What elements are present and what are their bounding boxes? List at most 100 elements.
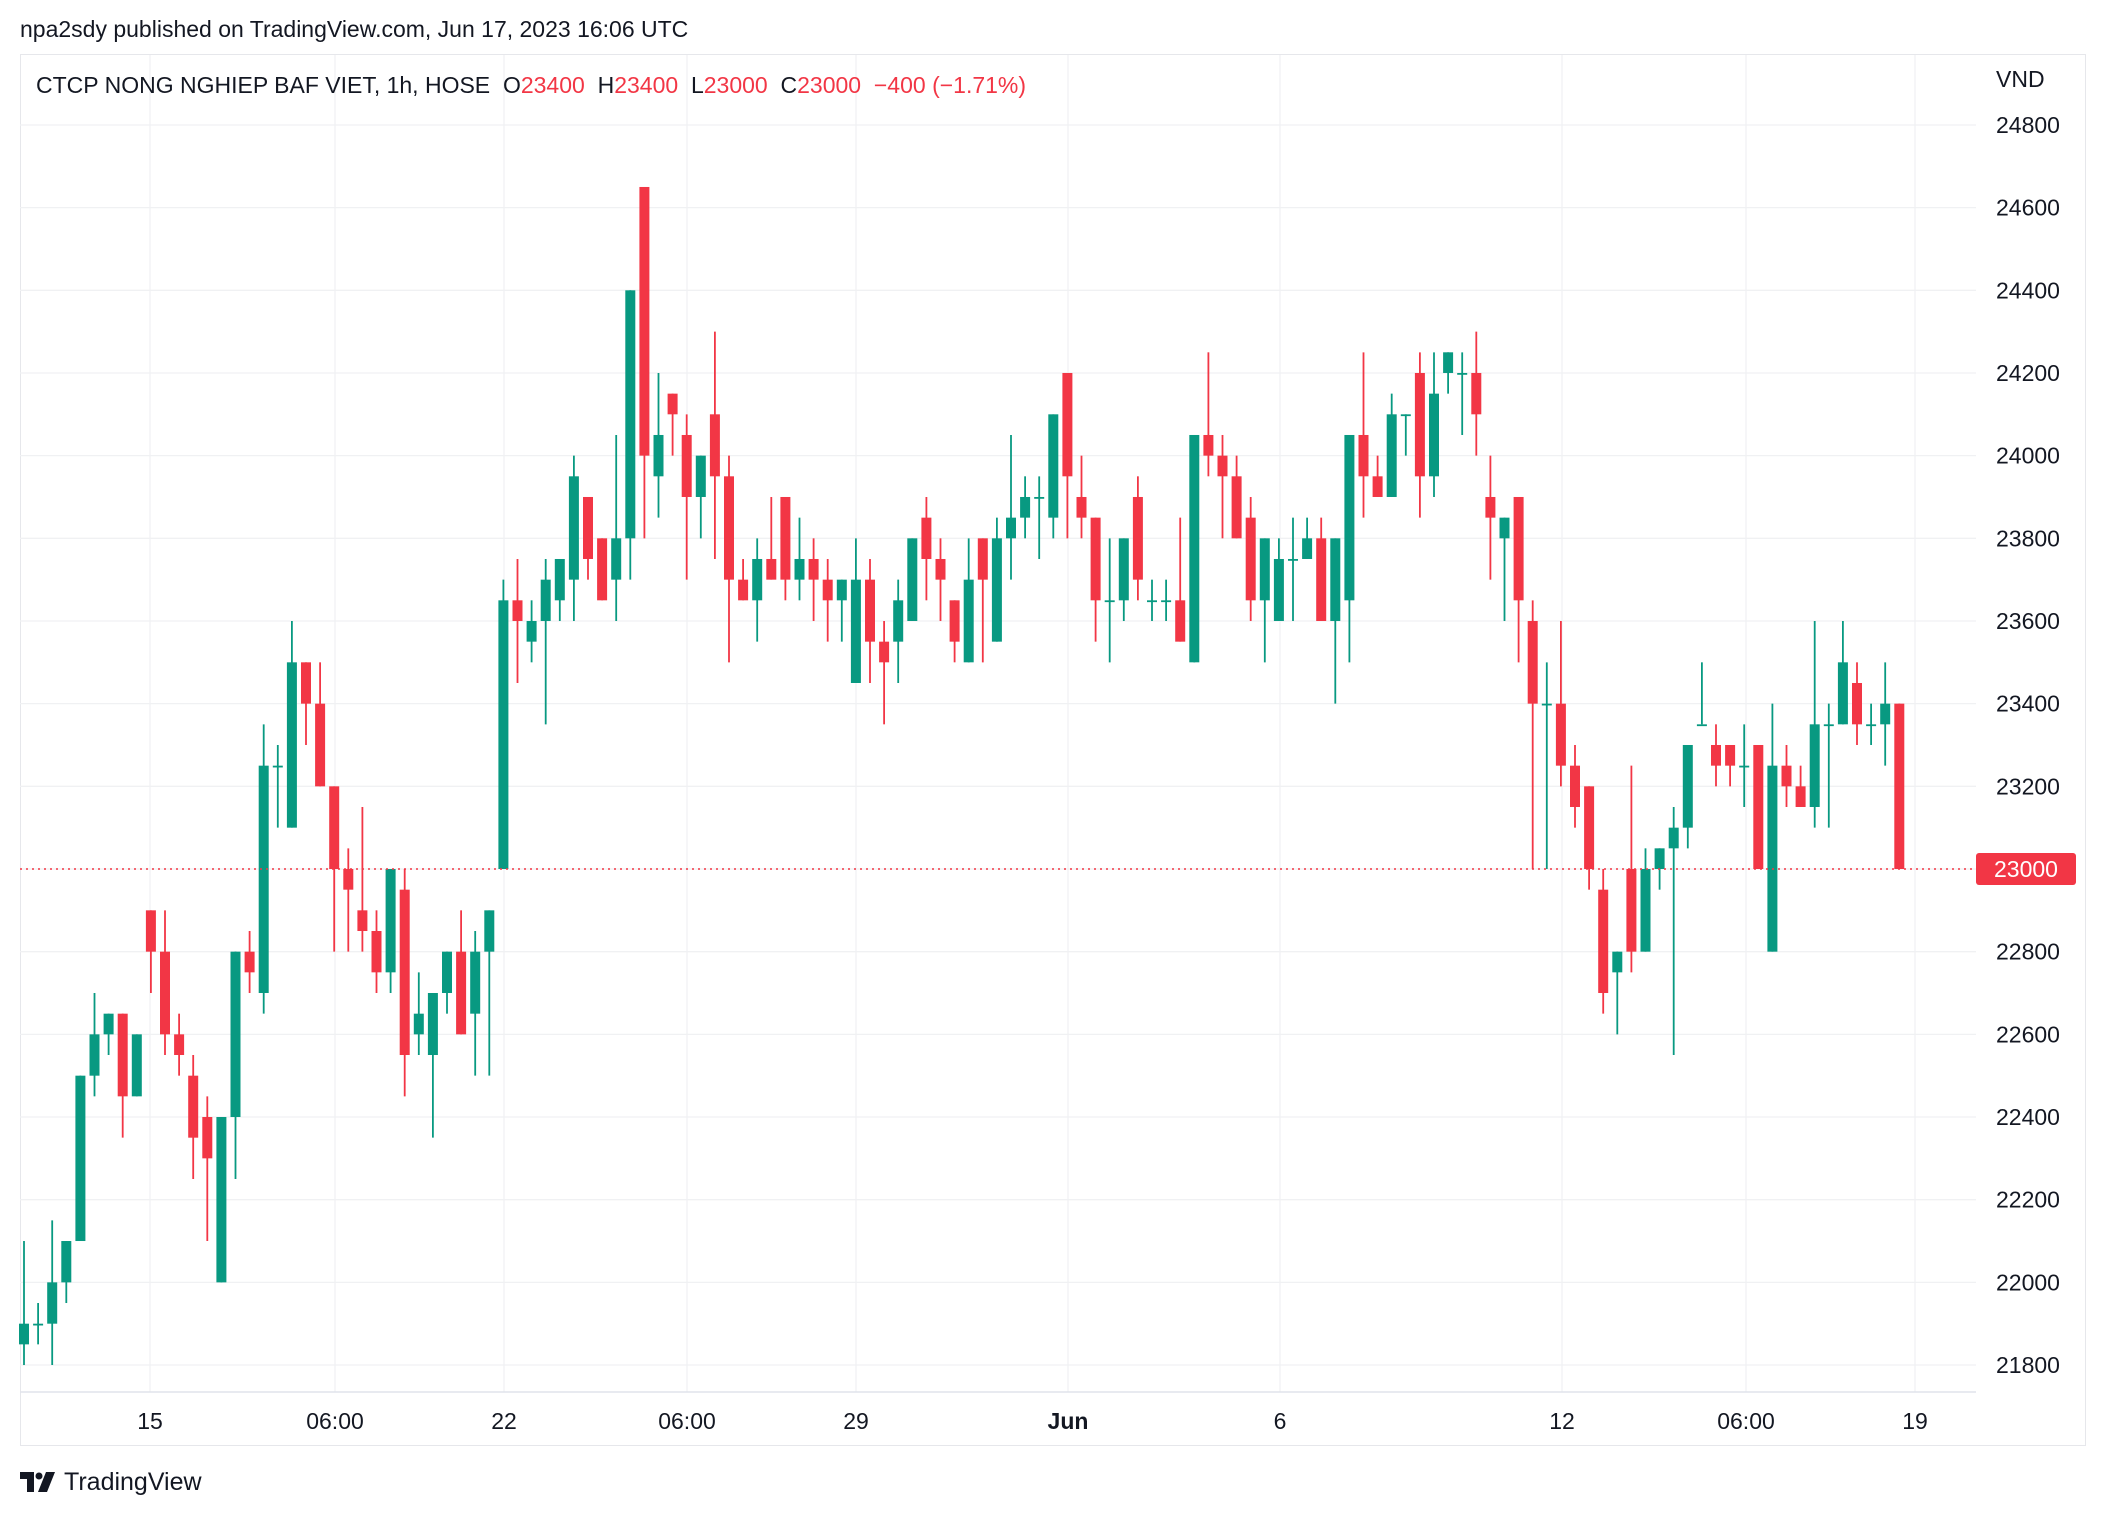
candle[interactable] xyxy=(526,600,537,663)
candle[interactable] xyxy=(1894,703,1905,869)
candle[interactable] xyxy=(160,910,170,1056)
candle[interactable] xyxy=(1767,703,1778,952)
candle[interactable] xyxy=(1203,352,1214,477)
candle[interactable] xyxy=(103,1013,114,1056)
candle[interactable] xyxy=(921,496,932,601)
candle[interactable] xyxy=(47,1220,58,1366)
candle[interactable] xyxy=(780,496,791,601)
candle[interactable] xyxy=(907,538,918,621)
candle[interactable] xyxy=(977,538,988,663)
candle[interactable] xyxy=(1837,620,1848,725)
candle[interactable] xyxy=(822,558,833,642)
candle[interactable] xyxy=(1076,455,1087,539)
candle[interactable] xyxy=(1273,538,1284,621)
candle[interactable] xyxy=(1753,744,1764,869)
candle[interactable] xyxy=(991,517,1002,642)
candle[interactable] xyxy=(61,1241,72,1304)
candle[interactable] xyxy=(371,910,382,994)
candle[interactable] xyxy=(1048,414,1059,539)
candle[interactable] xyxy=(1400,414,1411,456)
candle[interactable] xyxy=(695,455,706,539)
candle[interactable] xyxy=(484,910,495,1076)
candle[interactable] xyxy=(1104,538,1115,663)
candle[interactable] xyxy=(1668,806,1679,1056)
candle[interactable] xyxy=(949,600,960,663)
candle[interactable] xyxy=(540,558,551,725)
candle[interactable] xyxy=(1358,352,1369,518)
candle[interactable] xyxy=(216,1117,227,1283)
candle[interactable] xyxy=(625,290,636,580)
candle[interactable] xyxy=(117,1013,128,1138)
candle[interactable] xyxy=(1527,600,1538,869)
candle[interactable] xyxy=(1118,538,1129,621)
candle[interactable] xyxy=(1457,352,1468,435)
candle[interactable] xyxy=(681,414,692,580)
candle[interactable] xyxy=(230,951,241,1180)
candle[interactable] xyxy=(174,1013,185,1076)
candle[interactable] xyxy=(1443,352,1454,394)
candle[interactable] xyxy=(865,558,875,683)
candle[interactable] xyxy=(329,786,340,952)
candle[interactable] xyxy=(1245,496,1256,621)
candle[interactable] xyxy=(1781,744,1792,807)
candle[interactable] xyxy=(1513,496,1524,663)
candle[interactable] xyxy=(1175,517,1186,642)
candle[interactable] xyxy=(413,972,424,1056)
candle[interactable] xyxy=(1471,331,1482,456)
candle[interactable] xyxy=(963,538,974,663)
candle[interactable] xyxy=(1062,372,1073,539)
candle[interactable] xyxy=(1852,662,1862,745)
candle[interactable] xyxy=(1795,765,1806,807)
candle[interactable] xyxy=(1386,393,1397,497)
candle[interactable] xyxy=(442,951,452,1014)
candle[interactable] xyxy=(1132,476,1143,601)
candle[interactable] xyxy=(89,993,100,1097)
candle[interactable] xyxy=(724,455,734,663)
candle[interactable] xyxy=(188,1055,199,1180)
candle[interactable] xyxy=(1330,538,1341,704)
candle[interactable] xyxy=(1626,765,1637,973)
candle[interactable] xyxy=(597,538,608,601)
candle[interactable] xyxy=(1372,455,1383,497)
candle[interactable] xyxy=(1696,662,1707,727)
candle[interactable] xyxy=(583,496,593,580)
candle[interactable] xyxy=(244,931,255,994)
candle[interactable] xyxy=(1499,517,1510,621)
candle[interactable] xyxy=(766,496,777,580)
candle[interactable] xyxy=(1682,744,1693,849)
candle[interactable] xyxy=(1823,703,1834,828)
candle[interactable] xyxy=(75,1075,86,1242)
tradingview-logo[interactable]: TradingView xyxy=(20,1468,202,1497)
candle[interactable] xyxy=(893,579,904,683)
candle[interactable] xyxy=(343,848,354,952)
candle[interactable] xyxy=(1880,662,1891,766)
candle[interactable] xyxy=(935,538,946,621)
candle[interactable] xyxy=(568,455,579,621)
candle[interactable] xyxy=(1866,703,1877,745)
candle[interactable] xyxy=(1189,434,1200,663)
candle[interactable] xyxy=(145,910,156,994)
candle[interactable] xyxy=(1316,517,1327,621)
candle[interactable] xyxy=(836,579,847,642)
candle[interactable] xyxy=(1414,352,1425,518)
candle[interactable] xyxy=(1711,724,1721,787)
candle[interactable] xyxy=(1259,538,1270,663)
candle[interactable] xyxy=(879,620,890,725)
candle[interactable] xyxy=(131,1034,142,1097)
candle[interactable] xyxy=(1725,744,1736,787)
candle[interactable] xyxy=(738,558,749,601)
candle[interactable] xyxy=(357,806,368,952)
candle[interactable] xyxy=(456,910,467,1035)
candle[interactable] xyxy=(272,744,283,828)
candle[interactable] xyxy=(1485,455,1496,580)
candle[interactable] xyxy=(1288,517,1298,621)
symbol-name[interactable]: CTCP NONG NGHIEP BAF VIET, 1h, HOSE xyxy=(36,72,491,98)
candle[interactable] xyxy=(1612,951,1623,1035)
candle[interactable] xyxy=(850,538,861,683)
candle[interactable] xyxy=(19,1241,29,1366)
candle[interactable] xyxy=(1570,744,1580,828)
candle[interactable] xyxy=(286,620,297,828)
candle[interactable] xyxy=(752,538,763,642)
candle[interactable] xyxy=(709,331,720,559)
